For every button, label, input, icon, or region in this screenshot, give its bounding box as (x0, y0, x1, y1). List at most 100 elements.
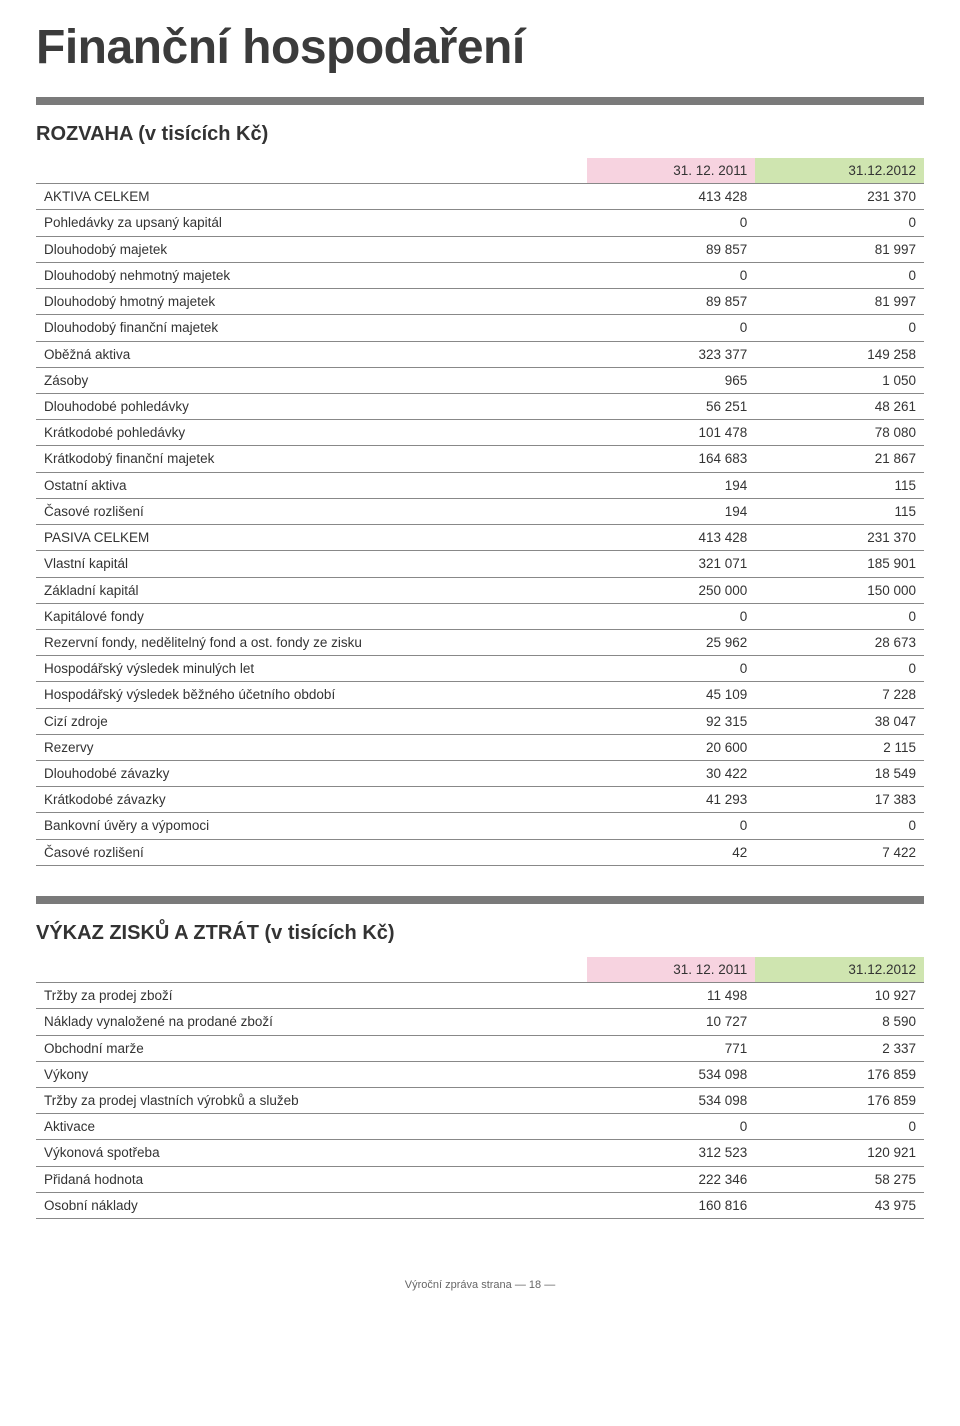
row-value-col1: 42 (587, 839, 756, 865)
row-value-col2: 81 997 (755, 289, 924, 315)
row-value-col2: 0 (755, 262, 924, 288)
row-value-col2: 21 867 (755, 446, 924, 472)
row-value-col2: 176 859 (755, 1061, 924, 1087)
row-value-col1: 413 428 (587, 184, 756, 210)
row-value-col1: 534 098 (587, 1061, 756, 1087)
row-value-col2: 58 275 (755, 1166, 924, 1192)
table-row: Obchodní marže7712 337 (36, 1035, 924, 1061)
table-row: Dlouhodobý nehmotný majetek00 (36, 262, 924, 288)
rozvaha-section-title: ROZVAHA (v tisících Kč) (36, 123, 924, 146)
table-row: Časové rozlišení194115 (36, 498, 924, 524)
row-value-col2: 38 047 (755, 708, 924, 734)
row-value-col2: 1 050 (755, 367, 924, 393)
row-value-col1: 0 (587, 603, 756, 629)
row-value-col2: 185 901 (755, 551, 924, 577)
row-value-col1: 20 600 (587, 734, 756, 760)
table-header-row: 31. 12. 2011 31.12.2012 (36, 957, 924, 983)
row-value-col2: 115 (755, 472, 924, 498)
row-value-col1: 164 683 (587, 446, 756, 472)
row-value-col2: 231 370 (755, 184, 924, 210)
table-row: Hospodářský výsledek běžného účetního ob… (36, 682, 924, 708)
row-label: Časové rozlišení (36, 498, 587, 524)
row-label: Náklady vynaložené na prodané zboží (36, 1009, 587, 1035)
row-value-col2: 48 261 (755, 393, 924, 419)
table-row: Osobní náklady160 81643 975 (36, 1192, 924, 1218)
row-value-col1: 0 (587, 262, 756, 288)
table-header-col1: 31. 12. 2011 (587, 957, 756, 983)
table-row: Cizí zdroje92 31538 047 (36, 708, 924, 734)
row-value-col1: 0 (587, 656, 756, 682)
page-title: Finanční hospodaření (36, 20, 924, 75)
row-value-col1: 92 315 (587, 708, 756, 734)
row-value-col2: 115 (755, 498, 924, 524)
row-value-col2: 0 (755, 315, 924, 341)
row-label: Časové rozlišení (36, 839, 587, 865)
row-value-col2: 149 258 (755, 341, 924, 367)
row-value-col1: 222 346 (587, 1166, 756, 1192)
row-value-col2: 120 921 (755, 1140, 924, 1166)
row-value-col1: 321 071 (587, 551, 756, 577)
row-label: Rezervní fondy, nedělitelný fond a ost. … (36, 629, 587, 655)
row-value-col1: 323 377 (587, 341, 756, 367)
row-value-col1: 89 857 (587, 289, 756, 315)
table-row: Ostatní aktiva194115 (36, 472, 924, 498)
row-value-col1: 250 000 (587, 577, 756, 603)
row-value-col2: 8 590 (755, 1009, 924, 1035)
section-divider (36, 97, 924, 105)
row-value-col1: 0 (587, 813, 756, 839)
table-header-empty (36, 957, 587, 983)
row-value-col2: 150 000 (755, 577, 924, 603)
row-value-col2: 17 383 (755, 787, 924, 813)
row-value-col2: 10 927 (755, 983, 924, 1009)
table-row: Základní kapitál250 000150 000 (36, 577, 924, 603)
table-row: Kapitálové fondy00 (36, 603, 924, 629)
table-row: Dlouhodobý majetek89 85781 997 (36, 236, 924, 262)
table-row: Aktivace00 (36, 1114, 924, 1140)
row-label: Osobní náklady (36, 1192, 587, 1218)
row-label: Hospodářský výsledek běžného účetního ob… (36, 682, 587, 708)
row-label: Pohledávky za upsaný kapitál (36, 210, 587, 236)
row-value-col1: 30 422 (587, 761, 756, 787)
row-value-col2: 2 337 (755, 1035, 924, 1061)
footer-label: Výroční zpráva strana (405, 1279, 529, 1291)
row-value-col2: 2 115 (755, 734, 924, 760)
row-value-col2: 0 (755, 603, 924, 629)
row-label: Zásoby (36, 367, 587, 393)
table-row: Dlouhodobý hmotný majetek89 85781 997 (36, 289, 924, 315)
table-row: Krátkodobé závazky41 29317 383 (36, 787, 924, 813)
row-value-col2: 78 080 (755, 420, 924, 446)
table-row: Oběžná aktiva323 377149 258 (36, 341, 924, 367)
row-label: AKTIVA CELKEM (36, 184, 587, 210)
row-value-col1: 771 (587, 1035, 756, 1061)
row-label: PASIVA CELKEM (36, 525, 587, 551)
table-row: Zásoby9651 050 (36, 367, 924, 393)
row-label: Cizí zdroje (36, 708, 587, 734)
table-row: Tržby za prodej vlastních výrobků a služ… (36, 1088, 924, 1114)
row-value-col1: 0 (587, 210, 756, 236)
row-value-col1: 160 816 (587, 1192, 756, 1218)
table-row: Dlouhodobé pohledávky56 25148 261 (36, 393, 924, 419)
table-row: PASIVA CELKEM413 428231 370 (36, 525, 924, 551)
row-value-col1: 194 (587, 498, 756, 524)
row-label: Tržby za prodej zboží (36, 983, 587, 1009)
table-row: AKTIVA CELKEM413 428231 370 (36, 184, 924, 210)
row-value-col1: 89 857 (587, 236, 756, 262)
page-footer: Výroční zpráva strana18 — (36, 1279, 924, 1291)
row-value-col2: 18 549 (755, 761, 924, 787)
row-value-col1: 45 109 (587, 682, 756, 708)
table-header-col1: 31. 12. 2011 (587, 158, 756, 184)
row-value-col1: 11 498 (587, 983, 756, 1009)
row-value-col1: 101 478 (587, 420, 756, 446)
row-label: Ostatní aktiva (36, 472, 587, 498)
row-value-col2: 81 997 (755, 236, 924, 262)
row-value-col1: 534 098 (587, 1088, 756, 1114)
table-row: Krátkodobý finanční majetek164 68321 867 (36, 446, 924, 472)
row-label: Dlouhodobý hmotný majetek (36, 289, 587, 315)
row-value-col2: 28 673 (755, 629, 924, 655)
row-label: Dlouhodobý finanční majetek (36, 315, 587, 341)
table-row: Vlastní kapitál321 071185 901 (36, 551, 924, 577)
row-label: Základní kapitál (36, 577, 587, 603)
row-label: Krátkodobé pohledávky (36, 420, 587, 446)
table-header-row: 31. 12. 2011 31.12.2012 (36, 158, 924, 184)
row-label: Přidaná hodnota (36, 1166, 587, 1192)
